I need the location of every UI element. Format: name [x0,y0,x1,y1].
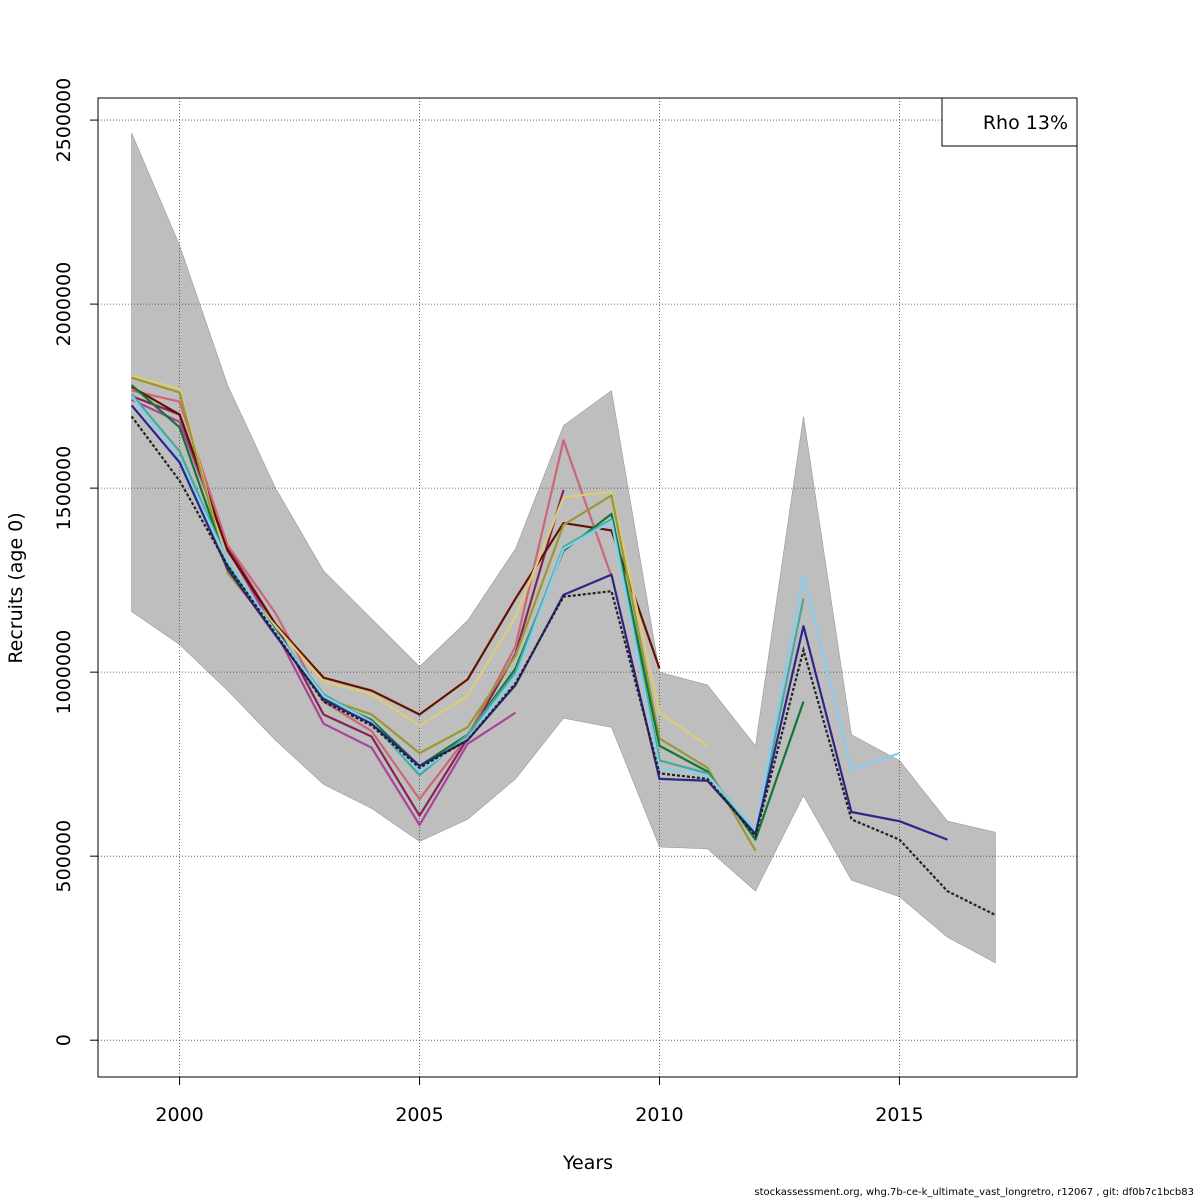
series-line [131,385,661,716]
y-tick-label: 500000 [53,820,75,893]
legend-box [941,97,1078,147]
y-axis-title: Recruits (age 0) [5,512,27,663]
y-tick-label: 1000000 [53,630,75,715]
y-tick-label: 0 [53,1034,75,1046]
x-tick-label: 2000 [155,1104,203,1126]
legend-text: Rho 13% [983,112,1068,134]
footer-credit: stockassessment.org, whg.7b-ce-k_ultimat… [754,1187,1194,1198]
series-line [130,395,900,832]
plot-frame [97,97,1078,1078]
y-tick-label: 2500000 [53,78,75,163]
y-tick-label: 2000000 [53,262,75,347]
series-layer [130,374,996,917]
series-line [131,376,757,852]
y-tick-label: 1500000 [53,446,75,531]
legend: Rho 13% [941,97,1078,147]
axis-layer: 2000 2005 2010 2015 0 500000 1000000 1500000 200… [53,78,924,1126]
x-axis-title: Years [562,1152,613,1174]
series-line [131,398,517,826]
base-line [130,415,996,917]
grid-layer [98,98,1077,1077]
x-tick-label: 2015 [875,1104,923,1126]
x-tick-label: 2010 [635,1104,683,1126]
x-tick-label: 2005 [395,1104,443,1126]
